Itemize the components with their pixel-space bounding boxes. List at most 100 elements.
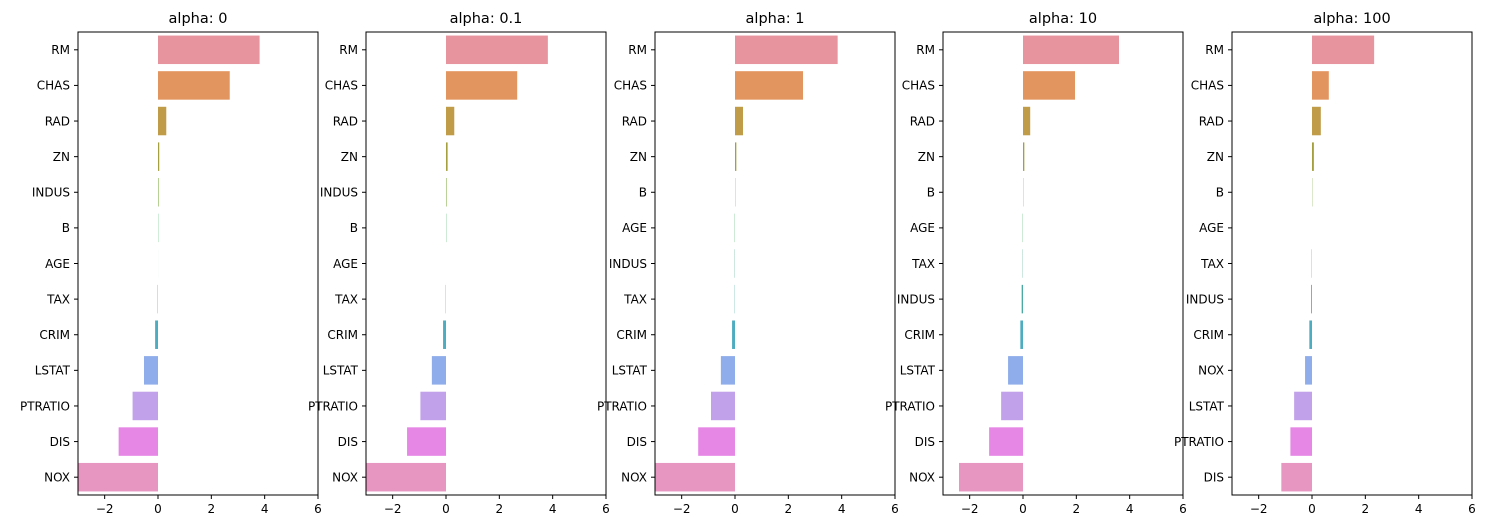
ytick-label-indus: INDUS <box>1186 292 1224 306</box>
ytick-label-rad: RAD <box>622 114 647 128</box>
ytick-label-b: B <box>927 186 935 200</box>
bar-rm <box>158 35 260 65</box>
ytick-label-ptratio: PTRATIO <box>885 399 935 413</box>
ytick-label-ptratio: PTRATIO <box>308 399 358 413</box>
bar-rad <box>735 106 743 136</box>
bar-ptratio <box>711 391 735 421</box>
xtick-label: −2 <box>384 502 402 516</box>
ytick-label-dis: DIS <box>915 435 935 449</box>
ytick-label-crim: CRIM <box>904 328 935 342</box>
ytick-label-rad: RAD <box>1199 114 1224 128</box>
ytick-label-lstat: LSTAT <box>612 364 648 378</box>
ytick-label-b: B <box>62 221 70 235</box>
bar-indus <box>446 178 447 207</box>
bar-crim <box>1309 320 1312 349</box>
ytick-label-dis: DIS <box>627 435 647 449</box>
bar-nox <box>366 462 446 492</box>
bar-ptratio <box>1290 427 1312 456</box>
subplot-title: alpha: 10 <box>1029 11 1097 27</box>
bar-indus <box>158 178 159 207</box>
xtick-label: 2 <box>1362 502 1370 516</box>
bar-lstat <box>1008 356 1023 385</box>
axes-frame <box>942 31 1184 496</box>
bar-zn <box>446 142 448 171</box>
bar-dis <box>407 427 446 456</box>
ytick-label-tax: TAX <box>334 292 358 306</box>
ytick-label-nox: NOX <box>332 470 358 484</box>
bar-lstat <box>144 356 158 385</box>
bar-dis <box>118 427 158 456</box>
ytick-label-crim: CRIM <box>1193 328 1224 342</box>
bar-dis <box>989 427 1023 456</box>
bar-lstat <box>1294 391 1312 421</box>
bar-nox <box>78 462 158 492</box>
bar-zn <box>1312 142 1314 171</box>
bar-indus <box>1311 284 1312 314</box>
ytick-label-dis: DIS <box>50 435 70 449</box>
bar-chas <box>1023 71 1075 100</box>
xtick-label: 6 <box>1468 502 1476 516</box>
xtick-label: 6 <box>891 502 899 516</box>
ytick-label-rad: RAD <box>333 114 358 128</box>
subplot-title: alpha: 0 <box>169 11 228 27</box>
xtick-label: 0 <box>154 502 162 516</box>
bar-dis <box>1281 462 1312 492</box>
ytick-label-chas: CHAS <box>37 79 70 93</box>
bars <box>959 35 1119 492</box>
bar-rm <box>1312 35 1375 65</box>
bar-chas <box>446 71 518 100</box>
bar-chas <box>158 71 230 100</box>
bar-rad <box>158 106 167 136</box>
axes-frame <box>1231 31 1473 496</box>
bar-rm <box>735 35 838 65</box>
ytick-label-crim: CRIM <box>616 328 647 342</box>
xtick-label: 2 <box>496 502 504 516</box>
axes-frame <box>77 31 319 496</box>
ytick-label-dis: DIS <box>338 435 358 449</box>
bar-zn <box>735 142 737 171</box>
xtick-label: 2 <box>1073 502 1081 516</box>
bar-crim <box>443 320 446 349</box>
bar-ptratio <box>1001 391 1023 421</box>
bar-rm <box>1023 35 1119 65</box>
xtick-label: 4 <box>1415 502 1423 516</box>
bar-nox <box>655 462 735 492</box>
ytick-label-tax: TAX <box>1200 257 1224 271</box>
subplot-1: RM CHAS RAD ZN INDUS B AGE TAX CRIM LSTAT PTRATIO D… <box>308 11 610 516</box>
ytick-label-lstat: LSTAT <box>900 364 936 378</box>
ytick-label-zn: ZN <box>630 150 647 164</box>
bar-nox <box>1305 356 1312 385</box>
subplot-3: RM CHAS RAD ZN B AGE TAX INDUS CRIM LSTAT PTRATIO D… <box>885 11 1187 516</box>
bar-crim <box>1020 320 1023 349</box>
bar-zn <box>158 142 160 171</box>
xtick-label: −2 <box>961 502 979 516</box>
axes-frame <box>365 31 607 496</box>
xtick-label: −2 <box>1250 502 1268 516</box>
ytick-label-zn: ZN <box>341 150 358 164</box>
ytick-label-ptratio: PTRATIO <box>20 399 70 413</box>
ytick-label-chas: CHAS <box>1191 79 1224 93</box>
subplot-title: alpha: 0.1 <box>450 11 523 27</box>
ytick-label-age: AGE <box>622 221 647 235</box>
subplot-title: alpha: 1 <box>746 11 805 27</box>
ytick-label-nox: NOX <box>1198 364 1224 378</box>
xtick-label: 4 <box>838 502 846 516</box>
bars <box>366 35 548 492</box>
bar-chas <box>735 71 803 100</box>
bar-rad <box>1023 106 1031 136</box>
ytick-label-b: B <box>639 186 647 200</box>
subplot-4: RM CHAS RAD ZN B AGE TAX INDUS CRIM NOX LSTAT PTRAT… <box>1174 11 1476 516</box>
xtick-label: 6 <box>1179 502 1187 516</box>
bar-indus <box>1021 284 1023 314</box>
ytick-label-tax: TAX <box>46 292 70 306</box>
ytick-label-zn: ZN <box>1207 150 1224 164</box>
bars <box>655 35 838 492</box>
xtick-label: 4 <box>549 502 557 516</box>
ytick-label-rad: RAD <box>45 114 70 128</box>
ytick-label-nox: NOX <box>621 470 647 484</box>
xtick-label: −2 <box>96 502 114 516</box>
bar-nox <box>959 462 1023 492</box>
xtick-label: 0 <box>442 502 450 516</box>
ytick-label-indus: INDUS <box>320 186 358 200</box>
